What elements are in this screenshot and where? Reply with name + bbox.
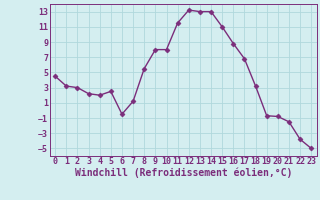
X-axis label: Windchill (Refroidissement éolien,°C): Windchill (Refroidissement éolien,°C) [75, 168, 292, 178]
